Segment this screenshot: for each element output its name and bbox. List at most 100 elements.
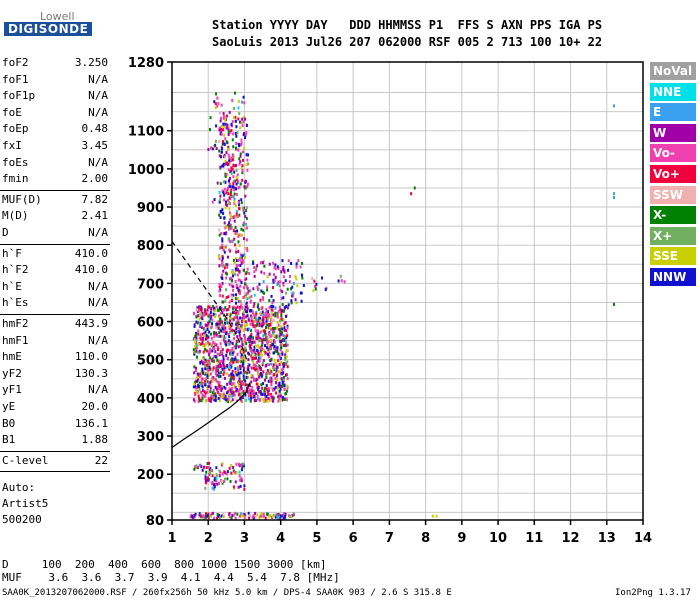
echo-point	[241, 164, 244, 168]
echo-point	[218, 294, 221, 298]
echo-point	[259, 298, 262, 302]
echo-point	[206, 360, 209, 364]
echo-point	[245, 322, 248, 326]
echo-point	[196, 310, 199, 314]
echo-point	[231, 348, 234, 352]
echo-point	[270, 311, 273, 315]
echo-point	[210, 397, 213, 401]
echo-point	[261, 515, 264, 519]
echo-point	[220, 323, 223, 327]
echo-point	[243, 247, 246, 251]
echo-point	[243, 513, 246, 517]
echo-point	[221, 243, 224, 247]
echo-point	[285, 397, 288, 401]
echo-point	[284, 320, 287, 324]
echo-point	[218, 314, 221, 318]
echo-point	[250, 316, 253, 320]
echo-point	[221, 481, 224, 485]
echo-point	[223, 221, 226, 225]
echo-point	[262, 259, 265, 263]
echo-point	[286, 326, 289, 330]
echo-point	[226, 321, 229, 325]
echo-point	[216, 359, 219, 363]
echo-point	[237, 291, 240, 295]
echo-point	[280, 314, 283, 318]
echo-point	[249, 322, 252, 326]
echo-point	[201, 370, 204, 374]
echo-point	[232, 180, 235, 184]
echo-point	[266, 312, 269, 316]
echo-point	[196, 314, 199, 318]
echo-point	[257, 287, 260, 291]
echo-point	[214, 367, 217, 371]
echo-point	[197, 332, 200, 336]
echo-point	[227, 394, 230, 398]
echo-point	[214, 385, 217, 389]
echo-point	[279, 288, 282, 292]
echo-point	[198, 381, 201, 385]
echo-point	[209, 514, 212, 518]
echo-point	[227, 397, 230, 401]
param-value: 22	[94, 453, 108, 467]
echo-point	[222, 116, 225, 120]
echo-point	[204, 486, 207, 490]
echo-point	[273, 330, 276, 334]
echo-point	[260, 374, 263, 378]
echo-point	[215, 466, 218, 470]
echo-point	[237, 250, 240, 254]
echo-point	[292, 282, 295, 286]
echo-point	[231, 341, 234, 345]
echo-point	[217, 380, 220, 384]
echo-point	[209, 381, 212, 385]
param-row: hmF1 N/A	[2, 333, 108, 349]
echo-point	[228, 221, 231, 225]
echo-point	[206, 324, 209, 328]
echo-point	[240, 391, 243, 395]
echo-point	[203, 328, 206, 332]
echo-point	[248, 344, 251, 348]
echo-point	[245, 375, 248, 379]
echo-point	[270, 392, 273, 396]
echo-point	[204, 367, 207, 371]
echo-point	[278, 305, 281, 309]
echo-point	[220, 150, 223, 154]
param-row: foE N/A	[2, 105, 108, 121]
echo-point	[196, 379, 199, 383]
echo-point	[209, 356, 212, 360]
echo-point	[260, 289, 263, 293]
echo-point	[276, 320, 279, 324]
echo-point	[282, 281, 285, 285]
param-value: 3.45	[81, 139, 109, 152]
echo-point	[274, 515, 277, 519]
echo-point	[237, 371, 240, 375]
echo-point	[225, 200, 228, 204]
echo-point	[199, 514, 202, 518]
param-separator	[0, 243, 110, 245]
echo-point	[233, 200, 236, 204]
echo-point	[223, 198, 226, 202]
echo-point	[230, 215, 233, 219]
echo-point	[220, 284, 223, 288]
echo-point	[267, 348, 270, 352]
echo-point	[240, 302, 243, 306]
echo-point	[220, 276, 223, 280]
echo-point	[238, 244, 241, 248]
param-row: hmF2 443.9	[2, 316, 108, 332]
echo-point	[312, 289, 315, 293]
echo-point	[203, 371, 206, 375]
echo-point	[282, 318, 285, 322]
echo-point	[219, 306, 222, 310]
echo-point	[238, 289, 241, 293]
echo-point	[251, 391, 254, 395]
echo-point	[248, 363, 251, 367]
echo-point	[295, 301, 298, 305]
echo-point	[294, 275, 297, 279]
echo-point	[265, 375, 268, 379]
echo-point	[276, 378, 279, 382]
echo-point	[224, 122, 227, 126]
echo-point	[216, 373, 219, 377]
echo-point	[225, 331, 228, 335]
echo-point	[256, 394, 259, 398]
echo-point	[235, 247, 238, 251]
echo-point	[232, 293, 235, 297]
